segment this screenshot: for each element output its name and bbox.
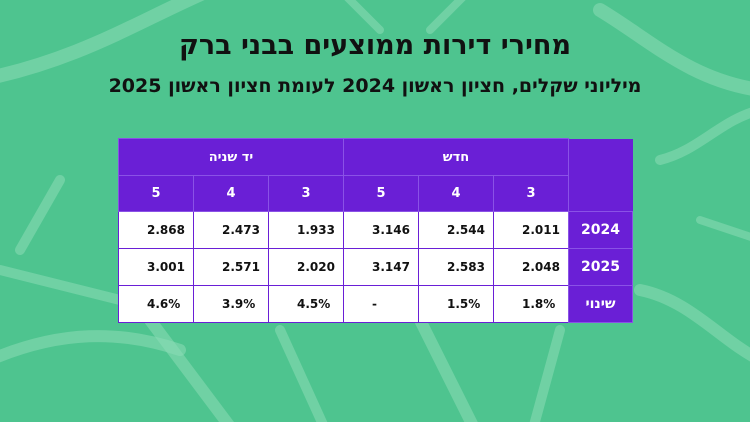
table-cell: 1.933 <box>268 211 344 249</box>
group-header-used: יד שניה <box>118 138 344 176</box>
row-label-2025: 2025 <box>568 248 634 286</box>
table-cell: 2.868 <box>118 211 194 249</box>
table-corner-cell <box>568 138 633 212</box>
table-row: 2025 2.048 2.583 3.147 2.020 2.571 3.001 <box>118 248 634 286</box>
rooms-header-used-3: 3 <box>268 175 344 212</box>
table-cell: 2.011 <box>493 211 570 249</box>
table-cell: 3.001 <box>118 248 194 286</box>
table-cell: 2.571 <box>193 248 269 286</box>
rooms-header-used-5: 5 <box>118 175 194 212</box>
table-row: 2024 2.011 2.544 3.146 1.933 2.473 2.868 <box>118 211 634 249</box>
table-cell: 2.048 <box>493 248 570 286</box>
table-cell: 3.146 <box>342 211 420 249</box>
table-cell: 1.5% <box>418 285 495 323</box>
table-cell: 3.9% <box>193 285 269 323</box>
table-cell: - <box>342 285 420 323</box>
rooms-header-new-4: 4 <box>418 175 495 212</box>
table-cell: 2.473 <box>193 211 269 249</box>
page-title: מחירי דירות ממוצעים בבני ברק <box>178 30 572 61</box>
table-cell: 2.020 <box>268 248 344 286</box>
table-cell: 4.6% <box>118 285 194 323</box>
rooms-header-new-5: 5 <box>342 175 420 212</box>
table-rooms-header-row: 3 4 5 3 4 5 <box>118 175 633 212</box>
price-table: חדש יד שניה 3 4 5 3 4 5 2024 2.011 2.544… <box>118 138 634 323</box>
table-cell: 4.5% <box>268 285 344 323</box>
rooms-header-used-4: 4 <box>193 175 269 212</box>
row-label-change: שינוי <box>568 285 634 323</box>
table-cell: 1.8% <box>493 285 570 323</box>
row-label-2024: 2024 <box>568 211 634 249</box>
rooms-header-new-3: 3 <box>493 175 570 212</box>
table-cell: 2.583 <box>418 248 495 286</box>
table-group-header-row: חדש יד שניה <box>118 138 633 212</box>
page-subtitle: מיליוני שקלים, חציון ראשון 2024 לעומת חצ… <box>108 75 642 97</box>
group-header-new: חדש <box>342 138 570 176</box>
table-cell: 2.544 <box>418 211 495 249</box>
table-row: שינוי 1.8% 1.5% - 4.5% 3.9% 4.6% <box>118 285 634 323</box>
table-cell: 3.147 <box>342 248 420 286</box>
